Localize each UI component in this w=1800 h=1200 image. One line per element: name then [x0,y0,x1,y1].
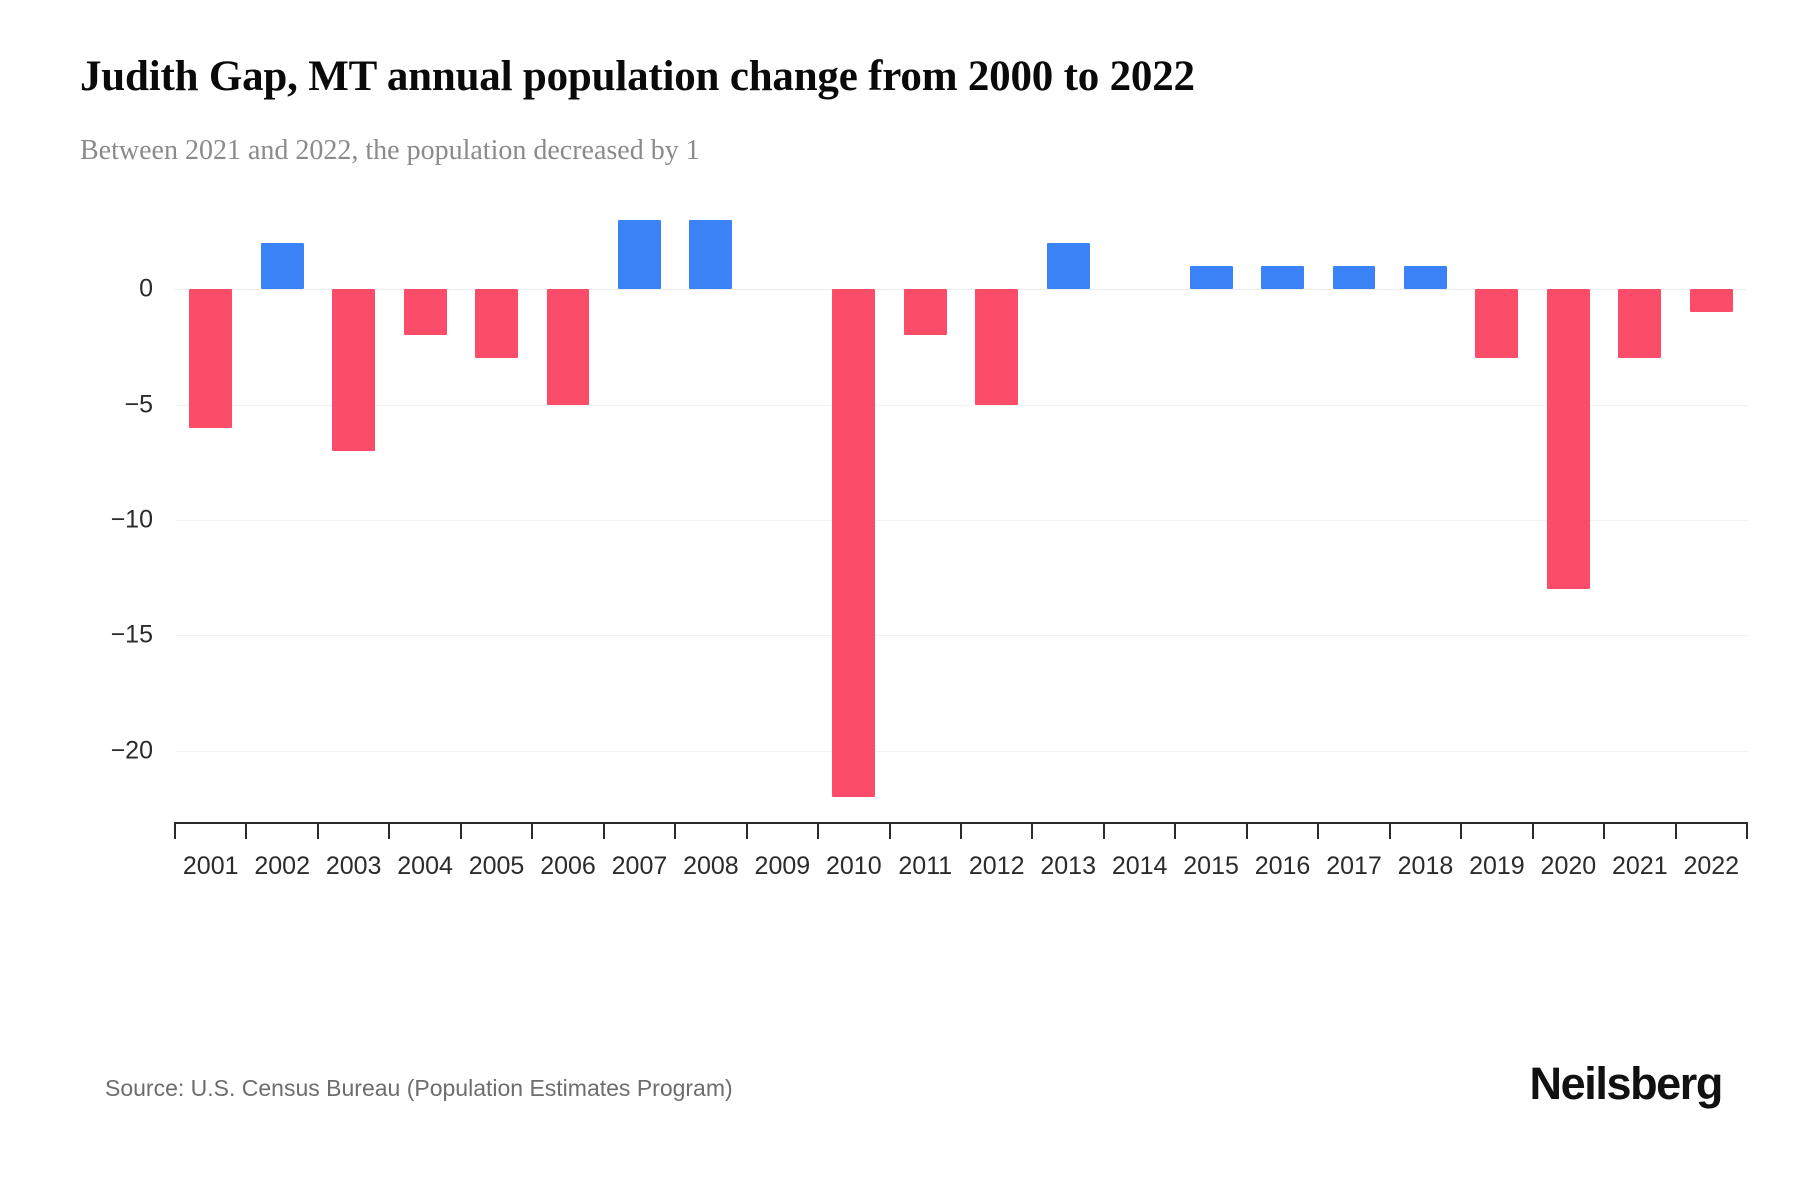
x-axis-label-2004: 2004 [397,852,453,880]
plot-area: 0 −5 −10 −15 −20 [111,220,1747,820]
bar-series [175,220,1747,820]
gridline [175,635,1747,637]
x-axis-tick [1102,822,1105,839]
bar-2017[interactable] [1332,266,1376,290]
x-axis-label-2009: 2009 [754,852,811,880]
bar-2012[interactable] [975,289,1019,405]
page-title: Judith Gap, MT annual population change … [80,53,1195,100]
bar-2022[interactable] [1689,289,1733,313]
bar-2004[interactable] [403,289,447,336]
x-axis-label-2005: 2005 [468,852,525,880]
x-axis-label-2012: 2012 [968,852,1025,880]
gridlines [175,220,1747,820]
x-axis-tick [1460,822,1463,839]
page-subtitle: Between 2021 and 2022, the population de… [80,135,700,166]
x-axis-label-2013: 2013 [1040,852,1096,880]
y-axis-tick-label: −20 [110,736,153,765]
x-axis-label-2001: 2001 [182,852,239,880]
bar-2002[interactable] [260,243,304,290]
x-axis-ticks [174,822,1748,842]
x-axis-tick [674,822,677,839]
gridline [175,404,1747,406]
x-axis-tick [1603,822,1606,839]
x-axis-label-2011: 2011 [898,852,953,880]
x-axis-tick [817,822,820,839]
x-axis-tick [245,822,248,839]
x-axis-tick [1531,822,1534,839]
x-axis-tick [602,822,605,839]
x-axis-tick [1245,822,1248,839]
x-axis-label-2017: 2017 [1326,852,1382,880]
x-axis-tick [745,822,748,839]
x-axis-label-2016: 2016 [1254,852,1311,880]
bar-2003[interactable] [332,289,376,451]
x-axis-tick [531,822,534,839]
x-axis-tick [1031,822,1034,839]
x-axis-label-2010: 2010 [826,852,882,880]
x-axis-tick [1746,822,1748,839]
bar-2016[interactable] [1261,266,1304,290]
bar-2005[interactable] [475,289,518,359]
bar-2020[interactable] [1546,289,1590,590]
bar-2015[interactable] [1189,266,1233,290]
bar-2010[interactable] [832,289,876,797]
x-axis-label-2019: 2019 [1469,852,1525,880]
bar-2006[interactable] [546,289,590,405]
brand-logo: Neilsberg [1529,1058,1724,1109]
x-axis-label-2022: 2022 [1683,852,1740,880]
x-axis-labels: 2001 2002 2003 2004 2005 2006 2007 2008 2009 2010… [175,852,1747,892]
x-axis-tick [960,822,962,839]
zero-line [175,289,1747,291]
bar-2007[interactable] [618,220,661,290]
x-axis-label-2008: 2008 [683,852,739,880]
bar-2011[interactable] [903,289,947,336]
source-note: Source: U.S. Census Bureau (Population E… [105,1075,733,1101]
x-axis-tick [1174,822,1177,839]
x-axis-tick [1317,822,1320,839]
x-axis-label-2006: 2006 [540,852,596,880]
x-axis-tick [1388,822,1391,839]
y-axis-labels: 0 −5 −10 −15 −20 [111,220,1747,820]
x-axis-label-2003: 2003 [325,852,382,880]
y-axis-tick-label: 0 [139,274,153,303]
bar-2008[interactable] [689,220,733,290]
x-axis-tick [316,822,319,839]
x-axis-tick [388,822,391,839]
x-axis-tick [888,822,891,839]
gridline [175,520,1747,521]
x-axis-tick [174,822,176,839]
y-axis-tick-label: −15 [110,620,153,649]
bar-2021[interactable] [1618,289,1662,359]
bar-2018[interactable] [1404,266,1447,290]
x-axis-label-2020: 2020 [1540,852,1597,880]
bar-2001[interactable] [189,289,233,428]
y-axis-tick-label: −10 [110,505,153,534]
gridline [175,750,1747,752]
bar-2013[interactable] [1046,243,1090,290]
y-axis-tick-label: −5 [124,390,153,419]
x-axis-label-2021: 2021 [1612,852,1668,880]
x-axis-label-2015: 2015 [1183,852,1239,880]
x-axis-label-2002: 2002 [254,852,310,880]
x-axis-label-2018: 2018 [1397,852,1454,880]
bar-2019[interactable] [1475,289,1519,359]
x-axis-tick [459,822,462,839]
x-axis-tick [1674,822,1677,839]
x-axis-label-2014: 2014 [1111,852,1168,880]
x-axis-label-2007: 2007 [611,852,668,880]
